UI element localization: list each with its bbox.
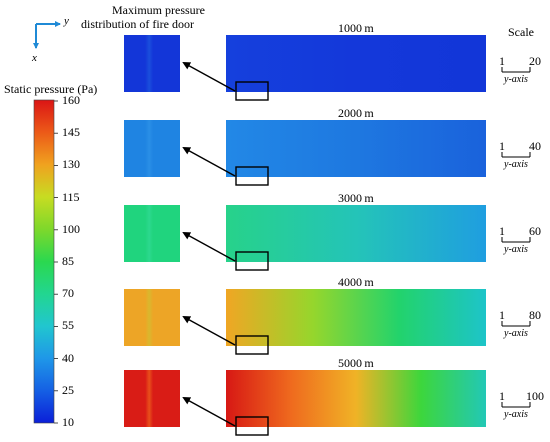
scale-axis-label: y-axis (504, 244, 528, 255)
scale-axis-label: y-axis (504, 74, 528, 85)
distance-label: 2000 m (338, 106, 374, 120)
zoom-region-box (235, 335, 269, 355)
scale-end-label: 80 (529, 308, 541, 322)
scale-end-label: 60 (529, 224, 541, 238)
distance-label: 3000 m (338, 191, 374, 205)
panel-1 (124, 35, 531, 101)
panel-5 (124, 370, 531, 436)
axes-indicator (33, 21, 61, 49)
panel-2 (124, 120, 531, 186)
colorbar-tick-label: 130 (62, 157, 80, 172)
fire-door-pressure-map (124, 35, 180, 92)
panel-4 (124, 289, 531, 355)
colorbar-tick-label: 70 (62, 286, 74, 301)
x-axis-indicator-label: x (32, 52, 37, 64)
colorbar-tick-label: 160 (62, 93, 80, 107)
tunnel-pressure-map (226, 289, 486, 346)
tunnel-pressure-map (226, 35, 486, 92)
scale-start-label: 1 (499, 139, 505, 153)
door-title-line1: Maximum pressure (112, 3, 205, 17)
fire-door-pressure-map (124, 120, 180, 177)
colorbar-tick-label: 55 (62, 318, 74, 333)
zoom-region-box (235, 251, 269, 271)
tunnel-pressure-map (226, 205, 486, 262)
scale-start-label: 1 (499, 224, 505, 238)
zoom-region-box (235, 416, 269, 436)
scale-axis-label: y-axis (504, 409, 528, 420)
scale-start-label: 1 (499, 54, 505, 68)
distance-label: 5000 m (338, 356, 374, 370)
scale-end-label: 100 (526, 389, 544, 403)
colorbar-tick-label: 10 (62, 415, 74, 429)
zoom-arrow (182, 147, 236, 177)
scale-axis-label: y-axis (504, 159, 528, 170)
colorbar (33, 99, 55, 424)
colorbar-title: Static pressure (Pa) (4, 82, 98, 96)
scale-start-label: 1 (499, 389, 505, 403)
pressure-panels (124, 35, 531, 436)
distance-label: 4000 m (338, 275, 374, 289)
zoom-arrow (182, 397, 236, 427)
panel-3 (124, 205, 531, 271)
distance-label: 1000 m (338, 21, 374, 35)
door-title-line2: distribution of fire door (81, 17, 194, 31)
scale-start-label: 1 (499, 308, 505, 322)
scale-end-label: 20 (529, 54, 541, 68)
zoom-region-box (235, 81, 269, 101)
tunnel-pressure-map (226, 370, 486, 427)
zoom-region-box (235, 166, 269, 186)
colorbar-tick-label: 115 (62, 189, 80, 204)
colorbar-tick-label: 100 (62, 221, 80, 236)
colorbar-tick-label: 85 (62, 254, 74, 268)
scale-title: Scale (508, 25, 534, 39)
colorbar-tick-label: 25 (62, 382, 74, 397)
y-axis-indicator-label: y (64, 15, 69, 27)
zoom-arrow (182, 232, 236, 262)
colorbar-ticks (54, 100, 58, 424)
scale-end-label: 40 (529, 139, 541, 153)
colorbar-tick-label: 145 (62, 125, 80, 140)
zoom-arrow (182, 316, 236, 346)
fire-door-pressure-map (124, 370, 180, 427)
zoom-arrow (182, 62, 236, 92)
fire-door-pressure-map (124, 205, 180, 262)
fire-door-pressure-map (124, 289, 180, 346)
colorbar-tick-label: 40 (62, 350, 74, 365)
tunnel-pressure-map (226, 120, 486, 177)
scale-axis-label: y-axis (504, 328, 528, 339)
